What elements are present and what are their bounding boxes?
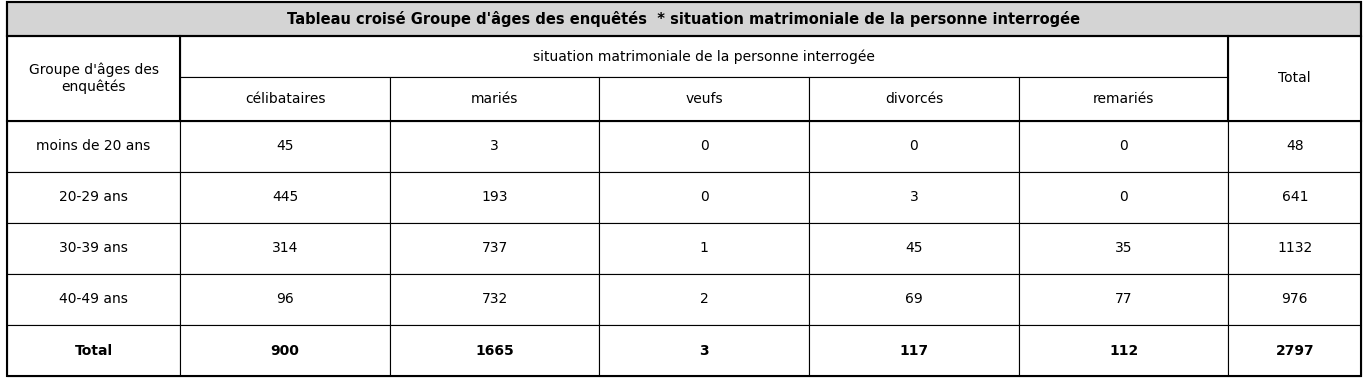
Bar: [7, 325, 181, 376]
Bar: [808, 223, 1019, 274]
Bar: [599, 274, 808, 325]
Bar: [181, 223, 390, 274]
Bar: [1019, 223, 1228, 274]
Text: 45: 45: [906, 241, 922, 255]
Text: 737: 737: [482, 241, 508, 255]
Bar: [7, 36, 181, 121]
Bar: [1019, 121, 1228, 172]
Text: 117: 117: [899, 344, 929, 358]
Bar: [808, 325, 1019, 376]
Text: 976: 976: [1282, 293, 1308, 307]
Bar: [808, 274, 1019, 325]
Text: 3: 3: [910, 190, 918, 204]
Bar: [1228, 36, 1361, 121]
Text: moins de 20 ans: moins de 20 ans: [37, 139, 150, 153]
Text: 69: 69: [906, 293, 923, 307]
Bar: [390, 325, 599, 376]
Bar: [181, 77, 390, 121]
Text: 48: 48: [1286, 139, 1304, 153]
Text: 20-29 ans: 20-29 ans: [59, 190, 129, 204]
Bar: [181, 325, 390, 376]
Text: 641: 641: [1282, 190, 1308, 204]
Bar: [1228, 121, 1361, 172]
Text: 0: 0: [1119, 190, 1129, 204]
Bar: [181, 36, 1228, 77]
Bar: [808, 121, 1019, 172]
Text: 445: 445: [272, 190, 298, 204]
Text: Total: Total: [74, 344, 112, 358]
Text: 732: 732: [482, 293, 508, 307]
Text: 0: 0: [1119, 139, 1129, 153]
Text: Tableau croisé Groupe d'âges des enquêtés  * situation matrimoniale de la person: Tableau croisé Groupe d'âges des enquêté…: [287, 11, 1081, 27]
Text: 30-39 ans: 30-39 ans: [59, 241, 129, 255]
Text: 900: 900: [271, 344, 300, 358]
Bar: [599, 325, 808, 376]
Bar: [599, 121, 808, 172]
Bar: [1228, 325, 1361, 376]
Bar: [390, 172, 599, 223]
Bar: [599, 223, 808, 274]
Text: mariés: mariés: [471, 91, 518, 105]
Bar: [390, 223, 599, 274]
Text: 3: 3: [699, 344, 709, 358]
Bar: [7, 121, 181, 172]
Bar: [7, 223, 181, 274]
Text: 96: 96: [276, 293, 294, 307]
Text: 1665: 1665: [475, 344, 514, 358]
Text: 40-49 ans: 40-49 ans: [59, 293, 129, 307]
Bar: [390, 121, 599, 172]
Bar: [1019, 172, 1228, 223]
Text: Groupe d'âges des
enquêtés: Groupe d'âges des enquêtés: [29, 63, 159, 94]
Text: 0: 0: [700, 190, 709, 204]
Text: Total: Total: [1279, 71, 1311, 85]
Bar: [808, 77, 1019, 121]
Text: 3: 3: [490, 139, 499, 153]
Bar: [181, 172, 390, 223]
Bar: [1228, 223, 1361, 274]
Text: 77: 77: [1115, 293, 1133, 307]
Text: 193: 193: [482, 190, 508, 204]
Text: veufs: veufs: [685, 91, 724, 105]
Bar: [7, 2, 1361, 36]
Bar: [390, 274, 599, 325]
Text: 0: 0: [910, 139, 918, 153]
Bar: [1228, 274, 1361, 325]
Bar: [1019, 274, 1228, 325]
Bar: [1019, 77, 1228, 121]
Text: 112: 112: [1109, 344, 1138, 358]
Bar: [7, 172, 181, 223]
Bar: [181, 121, 390, 172]
Text: 314: 314: [272, 241, 298, 255]
Bar: [7, 274, 181, 325]
Text: remariés: remariés: [1093, 91, 1155, 105]
Text: 1: 1: [700, 241, 709, 255]
Text: célibataires: célibataires: [245, 91, 326, 105]
Bar: [808, 172, 1019, 223]
Bar: [599, 77, 808, 121]
Bar: [1019, 325, 1228, 376]
Bar: [599, 172, 808, 223]
Text: divorcés: divorcés: [885, 91, 943, 105]
Text: 2: 2: [700, 293, 709, 307]
Bar: [390, 77, 599, 121]
Text: 0: 0: [700, 139, 709, 153]
Text: 45: 45: [276, 139, 294, 153]
Bar: [181, 274, 390, 325]
Bar: [1228, 172, 1361, 223]
Text: 35: 35: [1115, 241, 1133, 255]
Text: 2797: 2797: [1275, 344, 1315, 358]
Text: situation matrimoniale de la personne interrogée: situation matrimoniale de la personne in…: [534, 49, 876, 64]
Text: 1132: 1132: [1278, 241, 1312, 255]
